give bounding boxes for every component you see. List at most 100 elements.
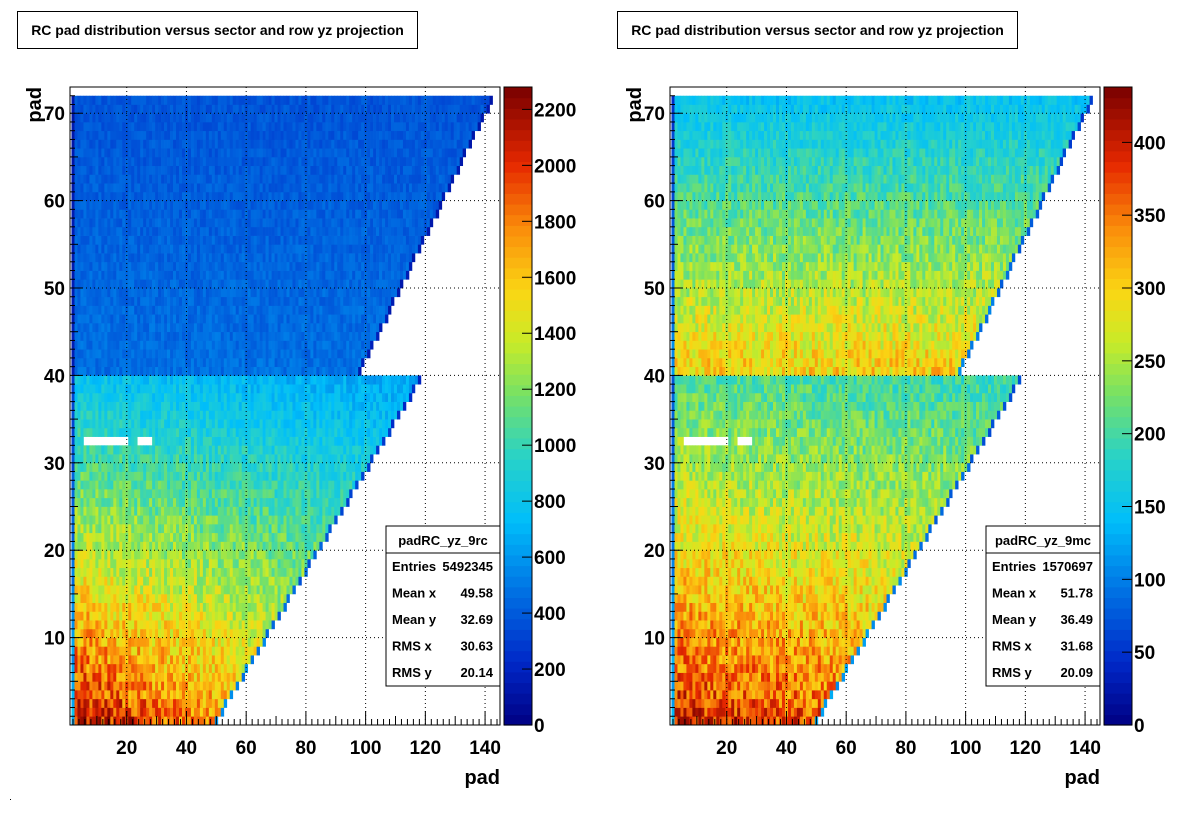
heatmap-cell bbox=[247, 497, 252, 507]
heatmap-cell bbox=[325, 427, 329, 437]
heatmap-cell bbox=[256, 349, 260, 359]
heatmap-cell bbox=[325, 349, 329, 359]
heatmap-cell bbox=[205, 288, 210, 298]
heatmap-cell bbox=[155, 401, 159, 411]
heatmap-cell bbox=[74, 698, 78, 708]
heatmap-cell bbox=[89, 690, 93, 700]
heatmap-cell bbox=[331, 401, 335, 411]
heatmap-cell bbox=[164, 567, 168, 577]
heatmap-cell bbox=[176, 357, 180, 368]
heatmap-cell bbox=[196, 690, 201, 700]
heatmap-cell bbox=[229, 253, 234, 263]
heatmap-cell bbox=[158, 305, 162, 315]
heatmap-cell bbox=[286, 593, 290, 603]
heatmap-cell bbox=[247, 471, 252, 481]
heatmap-cell bbox=[137, 454, 141, 464]
heatmap-cell bbox=[358, 253, 362, 263]
heatmap-cell bbox=[316, 244, 320, 254]
heatmap-cell bbox=[280, 375, 284, 385]
heatmap-cell bbox=[229, 436, 234, 446]
heatmap-cell bbox=[140, 558, 144, 569]
heatmap-cell bbox=[241, 279, 246, 289]
heatmap-cell bbox=[256, 436, 260, 446]
heatmap-cell bbox=[286, 515, 290, 525]
heatmap-cell bbox=[241, 550, 246, 560]
heatmap-cell bbox=[113, 567, 117, 577]
heatmap-cell bbox=[370, 244, 374, 254]
heatmap-cell bbox=[232, 480, 237, 490]
heatmap-cell bbox=[128, 585, 132, 595]
heatmap-cell bbox=[283, 454, 287, 464]
heatmap-cell bbox=[80, 322, 84, 333]
heatmap-cell bbox=[167, 296, 171, 306]
heatmap-cell bbox=[199, 480, 204, 490]
heatmap-cell bbox=[304, 253, 308, 263]
heatmap-cell bbox=[214, 523, 219, 534]
heatmap-cell bbox=[328, 296, 332, 306]
heatmap-cell bbox=[322, 331, 326, 341]
heatmap-cell bbox=[89, 270, 93, 280]
heatmap-cell bbox=[95, 392, 99, 402]
heatmap-cell bbox=[155, 506, 159, 516]
heatmap-cell bbox=[259, 331, 263, 341]
heatmap-cell bbox=[190, 279, 195, 289]
heatmap-cell bbox=[328, 253, 332, 263]
heatmap-cell bbox=[104, 419, 108, 429]
heatmap-cell bbox=[337, 349, 341, 359]
heatmap-cell bbox=[370, 392, 374, 402]
heatmap-cell bbox=[80, 314, 84, 324]
heatmap-cell bbox=[232, 436, 237, 446]
heatmap-cell bbox=[152, 270, 156, 280]
heatmap-cell bbox=[328, 497, 332, 507]
heatmap-cell bbox=[417, 375, 422, 385]
heatmap-cell bbox=[149, 489, 153, 499]
heatmap-cell bbox=[196, 681, 201, 691]
heatmap-cell bbox=[86, 384, 90, 394]
heatmap-cell bbox=[178, 462, 183, 472]
heatmap-cell bbox=[80, 288, 84, 298]
heatmap-cell bbox=[393, 270, 398, 280]
heatmap-cell bbox=[164, 489, 168, 499]
heatmap-cell bbox=[146, 567, 150, 577]
heatmap-cell bbox=[107, 523, 111, 534]
heatmap-cell bbox=[149, 690, 153, 700]
heatmap-cell bbox=[298, 322, 302, 333]
heatmap-cell bbox=[187, 698, 192, 708]
heatmap-cell bbox=[322, 357, 326, 368]
heatmap-cell bbox=[143, 235, 147, 245]
heatmap-cell bbox=[110, 655, 114, 665]
heatmap-cell bbox=[259, 261, 263, 271]
heatmap-cell bbox=[155, 331, 159, 341]
heatmap-cell bbox=[292, 244, 296, 254]
heatmap-cell bbox=[178, 637, 183, 647]
heatmap-cell bbox=[167, 427, 171, 437]
heatmap-cell bbox=[149, 288, 153, 298]
heatmap-cell bbox=[190, 523, 195, 534]
heatmap-cell bbox=[116, 593, 120, 603]
heatmap-cell bbox=[74, 384, 78, 394]
heatmap-cell bbox=[241, 558, 246, 569]
heatmap-cell bbox=[167, 244, 171, 254]
heatmap-cell bbox=[164, 401, 168, 411]
heatmap-cell bbox=[155, 515, 159, 525]
heatmap-cell bbox=[370, 401, 374, 411]
heatmap-cell bbox=[205, 261, 210, 271]
heatmap-cell bbox=[178, 558, 183, 569]
heatmap-cell bbox=[167, 558, 171, 569]
heatmap-cell bbox=[343, 279, 347, 289]
heatmap-cell bbox=[229, 628, 234, 638]
heatmap-cell bbox=[181, 611, 186, 621]
heatmap-cell bbox=[208, 454, 213, 464]
heatmap-cell bbox=[77, 279, 81, 289]
heatmap-cell bbox=[164, 366, 168, 376]
heatmap-cell bbox=[298, 419, 302, 429]
heatmap-cell bbox=[286, 340, 290, 350]
heatmap-cell bbox=[95, 480, 99, 490]
heatmap-cell bbox=[253, 576, 257, 586]
heatmap-cell bbox=[268, 593, 272, 603]
heatmap-cell bbox=[92, 253, 96, 263]
heatmap-cell bbox=[134, 279, 138, 289]
heatmap-cell bbox=[152, 253, 156, 263]
heatmap-cell bbox=[211, 270, 216, 280]
heatmap-cell bbox=[104, 655, 108, 665]
